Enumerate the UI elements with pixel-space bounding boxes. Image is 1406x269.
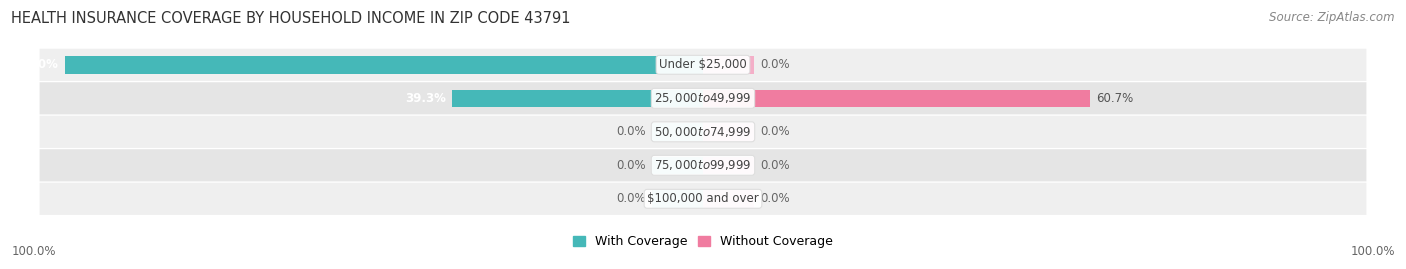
Text: 0.0%: 0.0% [616,192,645,205]
Bar [652,157,703,174]
Text: 0.0%: 0.0% [761,192,790,205]
Bar [703,123,754,140]
Text: HEALTH INSURANCE COVERAGE BY HOUSEHOLD INCOME IN ZIP CODE 43791: HEALTH INSURANCE COVERAGE BY HOUSEHOLD I… [11,11,571,26]
Text: 39.3%: 39.3% [405,92,446,105]
Text: 0.0%: 0.0% [761,125,790,138]
Bar [703,157,754,174]
Text: $75,000 to $99,999: $75,000 to $99,999 [654,158,752,172]
Text: 100.0%: 100.0% [10,58,59,71]
Text: 0.0%: 0.0% [616,159,645,172]
Text: 0.0%: 0.0% [616,125,645,138]
Text: 0.0%: 0.0% [761,159,790,172]
Bar [652,190,703,207]
Text: 100.0%: 100.0% [11,245,56,258]
Text: Source: ZipAtlas.com: Source: ZipAtlas.com [1270,11,1395,24]
Text: $100,000 and over: $100,000 and over [647,192,759,205]
Text: $25,000 to $49,999: $25,000 to $49,999 [654,91,752,105]
Text: 0.0%: 0.0% [761,58,790,71]
Bar [65,56,703,73]
FancyBboxPatch shape [39,49,1367,81]
FancyBboxPatch shape [39,116,1367,148]
Bar [703,56,754,73]
Legend: With Coverage, Without Coverage: With Coverage, Without Coverage [568,230,838,253]
Bar [703,190,754,207]
Text: $50,000 to $74,999: $50,000 to $74,999 [654,125,752,139]
Text: 60.7%: 60.7% [1097,92,1133,105]
Bar [703,90,1090,107]
Bar [652,123,703,140]
FancyBboxPatch shape [39,149,1367,181]
FancyBboxPatch shape [39,82,1367,114]
FancyBboxPatch shape [39,183,1367,215]
Bar [453,90,703,107]
Text: Under $25,000: Under $25,000 [659,58,747,71]
Text: 100.0%: 100.0% [1350,245,1395,258]
